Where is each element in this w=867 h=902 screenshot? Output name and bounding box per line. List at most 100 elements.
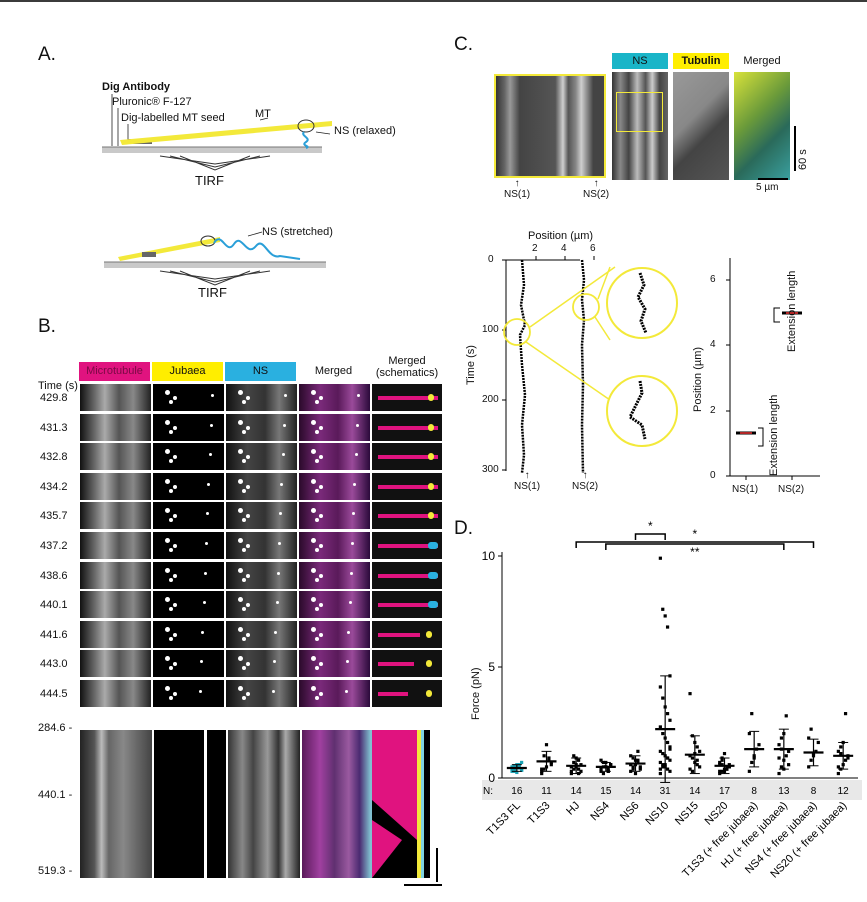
frame-schematic [372, 502, 442, 530]
significance-bracket [605, 543, 785, 550]
frame-microtubule [80, 591, 151, 619]
trace-xtick-4: 4 [561, 243, 567, 254]
data-point [698, 765, 702, 769]
time-label: 431.3 [40, 421, 68, 434]
data-point [665, 712, 670, 716]
data-point [727, 765, 731, 769]
panel-d-label: D. [454, 518, 473, 539]
frame-microtubule [80, 620, 151, 648]
n-row-label: N: [483, 786, 493, 797]
data-point [544, 743, 549, 747]
data-point [836, 749, 840, 753]
ext-cat-ns2: NS(2) [778, 484, 805, 495]
time-header: Time (s) [38, 380, 78, 392]
data-point [750, 760, 754, 765]
n-value: 12 [838, 786, 850, 797]
data-point [777, 743, 781, 747]
frame-schematic [372, 561, 442, 589]
trace-ylabel: Time (s) [465, 345, 477, 385]
data-point [779, 765, 784, 769]
n-value: 16 [511, 786, 523, 797]
data-point [636, 758, 640, 762]
time-label: 429.8 [40, 392, 68, 404]
time-label: 432.8 [40, 451, 68, 464]
tubulin-channel-image [673, 72, 729, 180]
data-point [668, 747, 672, 751]
data-point [569, 765, 573, 769]
panel-a-schematic [102, 94, 332, 286]
data-point [843, 758, 848, 762]
panel-a-label: A. [38, 44, 56, 65]
frame-jubaea [153, 532, 224, 559]
data-point [636, 749, 640, 753]
frame-jubaea [153, 472, 224, 500]
kymo-schematic [372, 730, 430, 878]
frame-jubaea [153, 591, 224, 619]
microtubule-bottom [118, 237, 220, 261]
frame-microtubule [80, 413, 151, 441]
data-point [836, 771, 840, 776]
data-point [807, 736, 811, 740]
data-point [720, 763, 724, 767]
significance-label: ** [690, 545, 700, 559]
data-point [599, 767, 603, 771]
category-label: NS15 [673, 800, 701, 828]
data-point [665, 767, 670, 771]
data-point [720, 758, 724, 762]
trace-xlabel: Position (µm) [528, 230, 594, 242]
scale-length-label: 5 µm [756, 182, 779, 193]
n-value: 14 [630, 786, 642, 797]
category-label: NS4 [588, 800, 612, 824]
ns-channel-image [612, 72, 668, 180]
frame-ns [226, 413, 297, 441]
trace-plot [502, 256, 678, 474]
trace-xtick-6: 6 [590, 243, 596, 254]
data-point [658, 685, 662, 689]
mt-label: MT [255, 108, 271, 120]
data-point [668, 769, 672, 773]
data-point [515, 770, 519, 775]
frame-schematic [372, 443, 442, 471]
time-label: 438.6 [40, 569, 68, 582]
data-point [547, 758, 551, 762]
data-point [787, 749, 791, 753]
frame-merged [299, 472, 370, 500]
microtubule-top [120, 121, 332, 145]
ext-ytick-2: 2 [710, 405, 716, 416]
data-point [658, 556, 662, 560]
data-point [572, 767, 576, 771]
data-point [690, 756, 695, 760]
data-point [846, 756, 850, 760]
n-value: 31 [660, 786, 672, 797]
frame-schematic [372, 472, 442, 500]
top-rule [0, 0, 867, 2]
data-point [777, 756, 781, 760]
data-point [663, 614, 667, 618]
frame-ns [226, 591, 297, 619]
data-point [661, 763, 665, 767]
panel-b-label: B. [38, 316, 56, 337]
data-point [668, 718, 672, 722]
data-point [579, 763, 583, 767]
data-point [814, 749, 818, 753]
data-point [665, 756, 670, 760]
ext-cat-ns1: NS(1) [732, 484, 759, 495]
kymo-ns [228, 730, 300, 878]
tirf-beam-top [159, 155, 271, 171]
frame-schematic [372, 532, 442, 559]
time-label: 443.0 [40, 658, 68, 671]
data-point [725, 767, 729, 771]
data-point [601, 771, 606, 776]
data-point [510, 765, 514, 769]
data-point [520, 768, 524, 772]
data-point [747, 732, 751, 736]
frame-microtubule [80, 650, 151, 678]
trace-ns1 [518, 259, 527, 474]
ns-relaxed-coil [302, 131, 309, 149]
frame-schematic [372, 413, 442, 441]
significance-bracket [634, 533, 666, 540]
extension-plot [726, 258, 820, 480]
zoom-inset-image [494, 74, 606, 178]
jubaea-top [297, 119, 315, 133]
kymo-merged [302, 730, 374, 878]
